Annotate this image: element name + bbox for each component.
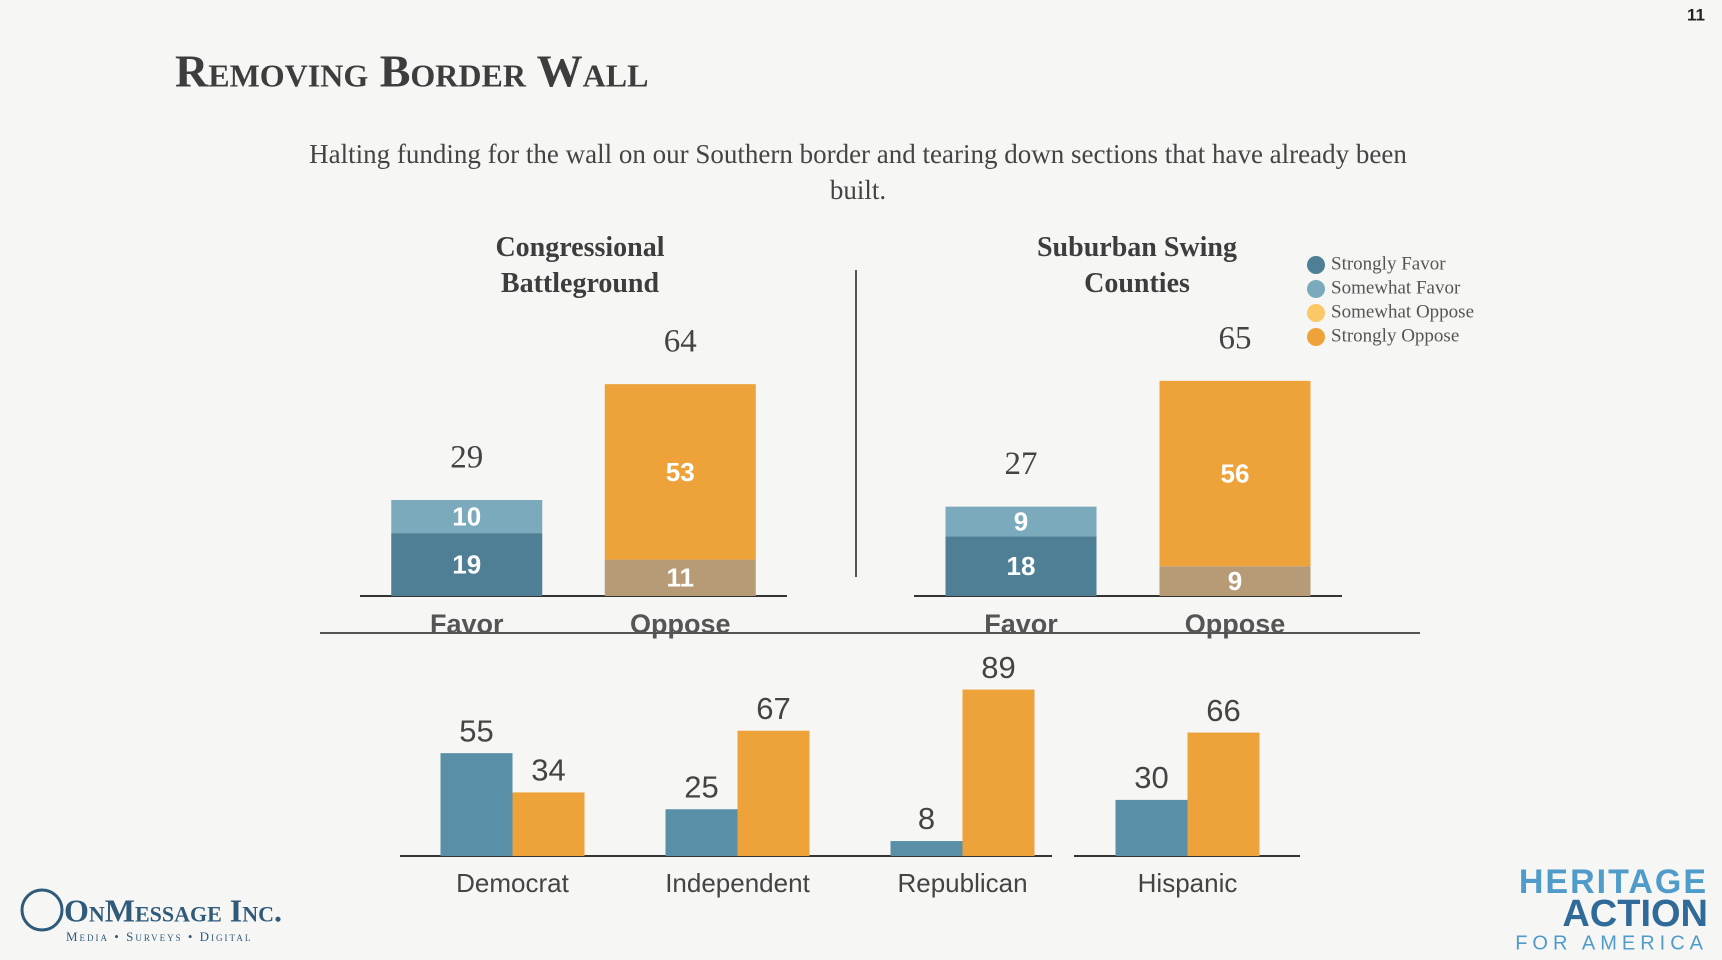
bar-segment bbox=[945, 506, 1097, 537]
segment-label: 11 bbox=[667, 563, 695, 593]
bar bbox=[962, 689, 1035, 856]
logo-name: OnMessage Inc. bbox=[64, 892, 282, 928]
bar-segment bbox=[1159, 380, 1311, 567]
x-tick-label: Independent bbox=[665, 868, 810, 898]
value-label: 55 bbox=[459, 713, 493, 748]
x-tick-label: Democrat bbox=[456, 868, 569, 898]
x-tick-label: Favor bbox=[984, 609, 1058, 639]
segment-label: 56 bbox=[1221, 458, 1250, 488]
x-tick-label: Hispanic bbox=[1138, 868, 1238, 898]
segment-label: 18 bbox=[1007, 551, 1036, 581]
value-label: 8 bbox=[918, 801, 935, 836]
bar bbox=[1187, 732, 1260, 856]
bar-segment bbox=[604, 384, 756, 560]
value-label: 67 bbox=[756, 691, 790, 726]
segment-label: 53 bbox=[666, 457, 695, 487]
subtitle: Halting funding for the wall on our Sout… bbox=[309, 139, 1407, 205]
total-label: 27 bbox=[1005, 446, 1038, 482]
segment-label: 9 bbox=[1014, 506, 1028, 536]
bar bbox=[440, 753, 513, 856]
segment-label: 9 bbox=[1228, 566, 1242, 596]
panel-title: Suburban Swing Counties bbox=[1036, 232, 1237, 299]
slide-title: Removing Border Wall bbox=[175, 46, 648, 97]
legend-marker bbox=[1307, 256, 1325, 274]
bar-segment bbox=[391, 533, 543, 596]
legend-label: Strongly Favor bbox=[1331, 253, 1446, 274]
bar bbox=[1115, 799, 1188, 856]
legend-label: Somewhat Oppose bbox=[1331, 301, 1474, 322]
logo-right: FOR AMERICA bbox=[1515, 932, 1708, 954]
total-label: 29 bbox=[450, 440, 483, 476]
bar bbox=[890, 841, 963, 856]
value-label: 30 bbox=[1134, 760, 1168, 795]
x-tick-label: Oppose bbox=[630, 609, 731, 639]
bar bbox=[737, 730, 810, 856]
bar-segment bbox=[604, 559, 756, 596]
value-label: 34 bbox=[531, 753, 565, 788]
x-tick-label: Republican bbox=[897, 868, 1027, 898]
value-label: 66 bbox=[1206, 693, 1240, 728]
legend-marker bbox=[1307, 280, 1325, 298]
bar-segment bbox=[391, 500, 543, 534]
segment-label: 19 bbox=[452, 549, 481, 579]
logo-right: HERITAGE bbox=[1519, 863, 1708, 901]
logo-icon bbox=[20, 888, 64, 932]
page-number: 11 bbox=[1687, 5, 1705, 24]
legend-marker bbox=[1307, 328, 1325, 346]
x-tick-label: Favor bbox=[430, 609, 504, 639]
bar bbox=[512, 792, 585, 856]
bar-segment bbox=[945, 536, 1097, 596]
value-label: 89 bbox=[981, 650, 1015, 685]
segment-label: 10 bbox=[452, 501, 481, 531]
total-label: 65 bbox=[1219, 320, 1252, 356]
x-tick-label: Oppose bbox=[1185, 609, 1286, 639]
value-label: 25 bbox=[684, 769, 718, 804]
logo-right: ACTION bbox=[1562, 893, 1708, 935]
bar-segment bbox=[1159, 566, 1311, 596]
panel-title: Congressional Battleground bbox=[495, 232, 665, 299]
legend-label: Strongly Oppose bbox=[1331, 325, 1459, 346]
total-label: 64 bbox=[664, 324, 697, 360]
bar bbox=[665, 809, 738, 856]
logo-tagline: Media • Surveys • Digital bbox=[66, 929, 252, 944]
legend-marker bbox=[1307, 304, 1325, 322]
legend-label: Somewhat Favor bbox=[1331, 277, 1461, 298]
